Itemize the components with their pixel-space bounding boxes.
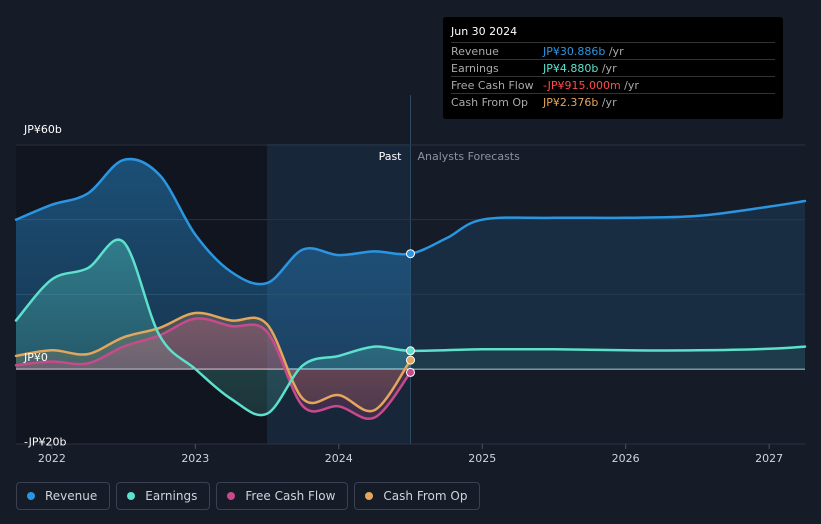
x-tick-label: 2025 [468,452,496,465]
legend-dot-icon [365,492,374,500]
tooltip-label: Cash From Op [451,96,529,109]
y-tick-label: JP¥60b [23,123,62,136]
earnings-marker [406,346,415,356]
tooltip-value-number: -JP¥915.000m [543,79,621,92]
cash-from-op-line [14,311,412,413]
legend-dot-icon [227,492,236,500]
tooltip-value: JP¥2.376b /yr [543,96,617,109]
tooltip-value: JP¥4.880b /yr [543,62,617,75]
legend-dot-icon [127,492,136,500]
tooltip-value-number: JP¥30.886b [543,45,606,58]
tooltip-value-unit: /yr [605,45,624,58]
tooltip-row-cash-from-op: Cash From Op JP¥2.376b /yr [451,93,775,111]
x-tick-label: 2023 [181,452,209,465]
legend-label: Earnings [145,489,198,503]
legend-item-revenue[interactable]: Revenue [16,482,111,510]
series-areas [16,159,805,419]
tooltip-label: Revenue [451,45,499,58]
x-tick-label: 2022 [38,452,66,465]
cash-from-op-area [16,312,411,412]
tooltip-row-earnings: Earnings JP¥4.880b /yr [451,59,775,77]
free-cash-flow-line [14,317,412,420]
forecast-label: Analysts Forecasts [418,150,521,163]
past-label: Past [379,150,403,163]
legend-item-free-cash-flow[interactable]: Free Cash Flow [216,482,349,510]
x-tick-label: 2027 [755,452,783,465]
tooltip-value-unit: /yr [598,96,617,109]
tooltip-label: Free Cash Flow [451,79,534,92]
x-tick-label: 2026 [612,452,640,465]
tooltip-label: Earnings [451,62,499,75]
cash-from-op-marker [406,355,415,365]
legend-dot-icon [27,492,35,500]
free-cash-flow-marker [406,367,415,377]
tooltip-row-free-cash-flow: Free Cash Flow -JP¥915.000m /yr [451,76,775,94]
legend-label: Revenue [45,489,98,503]
data-tooltip: Jun 30 2024 Revenue JP¥30.886b /yr Earning… [443,17,783,119]
revenue-forecast-area [410,201,805,369]
tooltip-value-unit: /yr [620,79,639,92]
tooltip-value: -JP¥915.000m /yr [543,79,639,92]
earnings-line [14,238,807,417]
tooltip-value-unit: /yr [598,62,617,75]
y-tick-label: -JP¥20b [24,436,66,449]
revenue-marker [406,249,415,259]
legend-item-earnings[interactable]: Earnings [116,482,211,510]
tooltip-row-revenue: Revenue JP¥30.886b /yr [451,42,775,60]
tooltip-value-number: JP¥2.376b [543,96,599,109]
axes: JP¥60b JP¥0 -JP¥20b 2022 2023 2024 2025 2026 202… [23,123,783,465]
y-tick-label: JP¥0 [23,351,48,364]
tooltip-value-number: JP¥4.880b [543,62,599,75]
x-tick-label: 2024 [325,452,353,465]
chart-legend: Revenue Earnings Free Cash Flow Cash From O… [16,482,481,510]
series-lines [14,157,807,420]
revenue-line [14,157,807,286]
tooltip-date: Jun 30 2024 [451,25,518,38]
earnings-area [16,239,411,416]
legend-label: Cash From Op [383,489,468,503]
highlight-markers [406,249,415,377]
tooltip-value: JP¥30.886b /yr [543,45,624,58]
legend-item-cash-from-op[interactable]: Cash From Op [354,482,481,510]
legend-label: Free Cash Flow [245,489,336,503]
earnings-forecast-area [410,346,805,369]
